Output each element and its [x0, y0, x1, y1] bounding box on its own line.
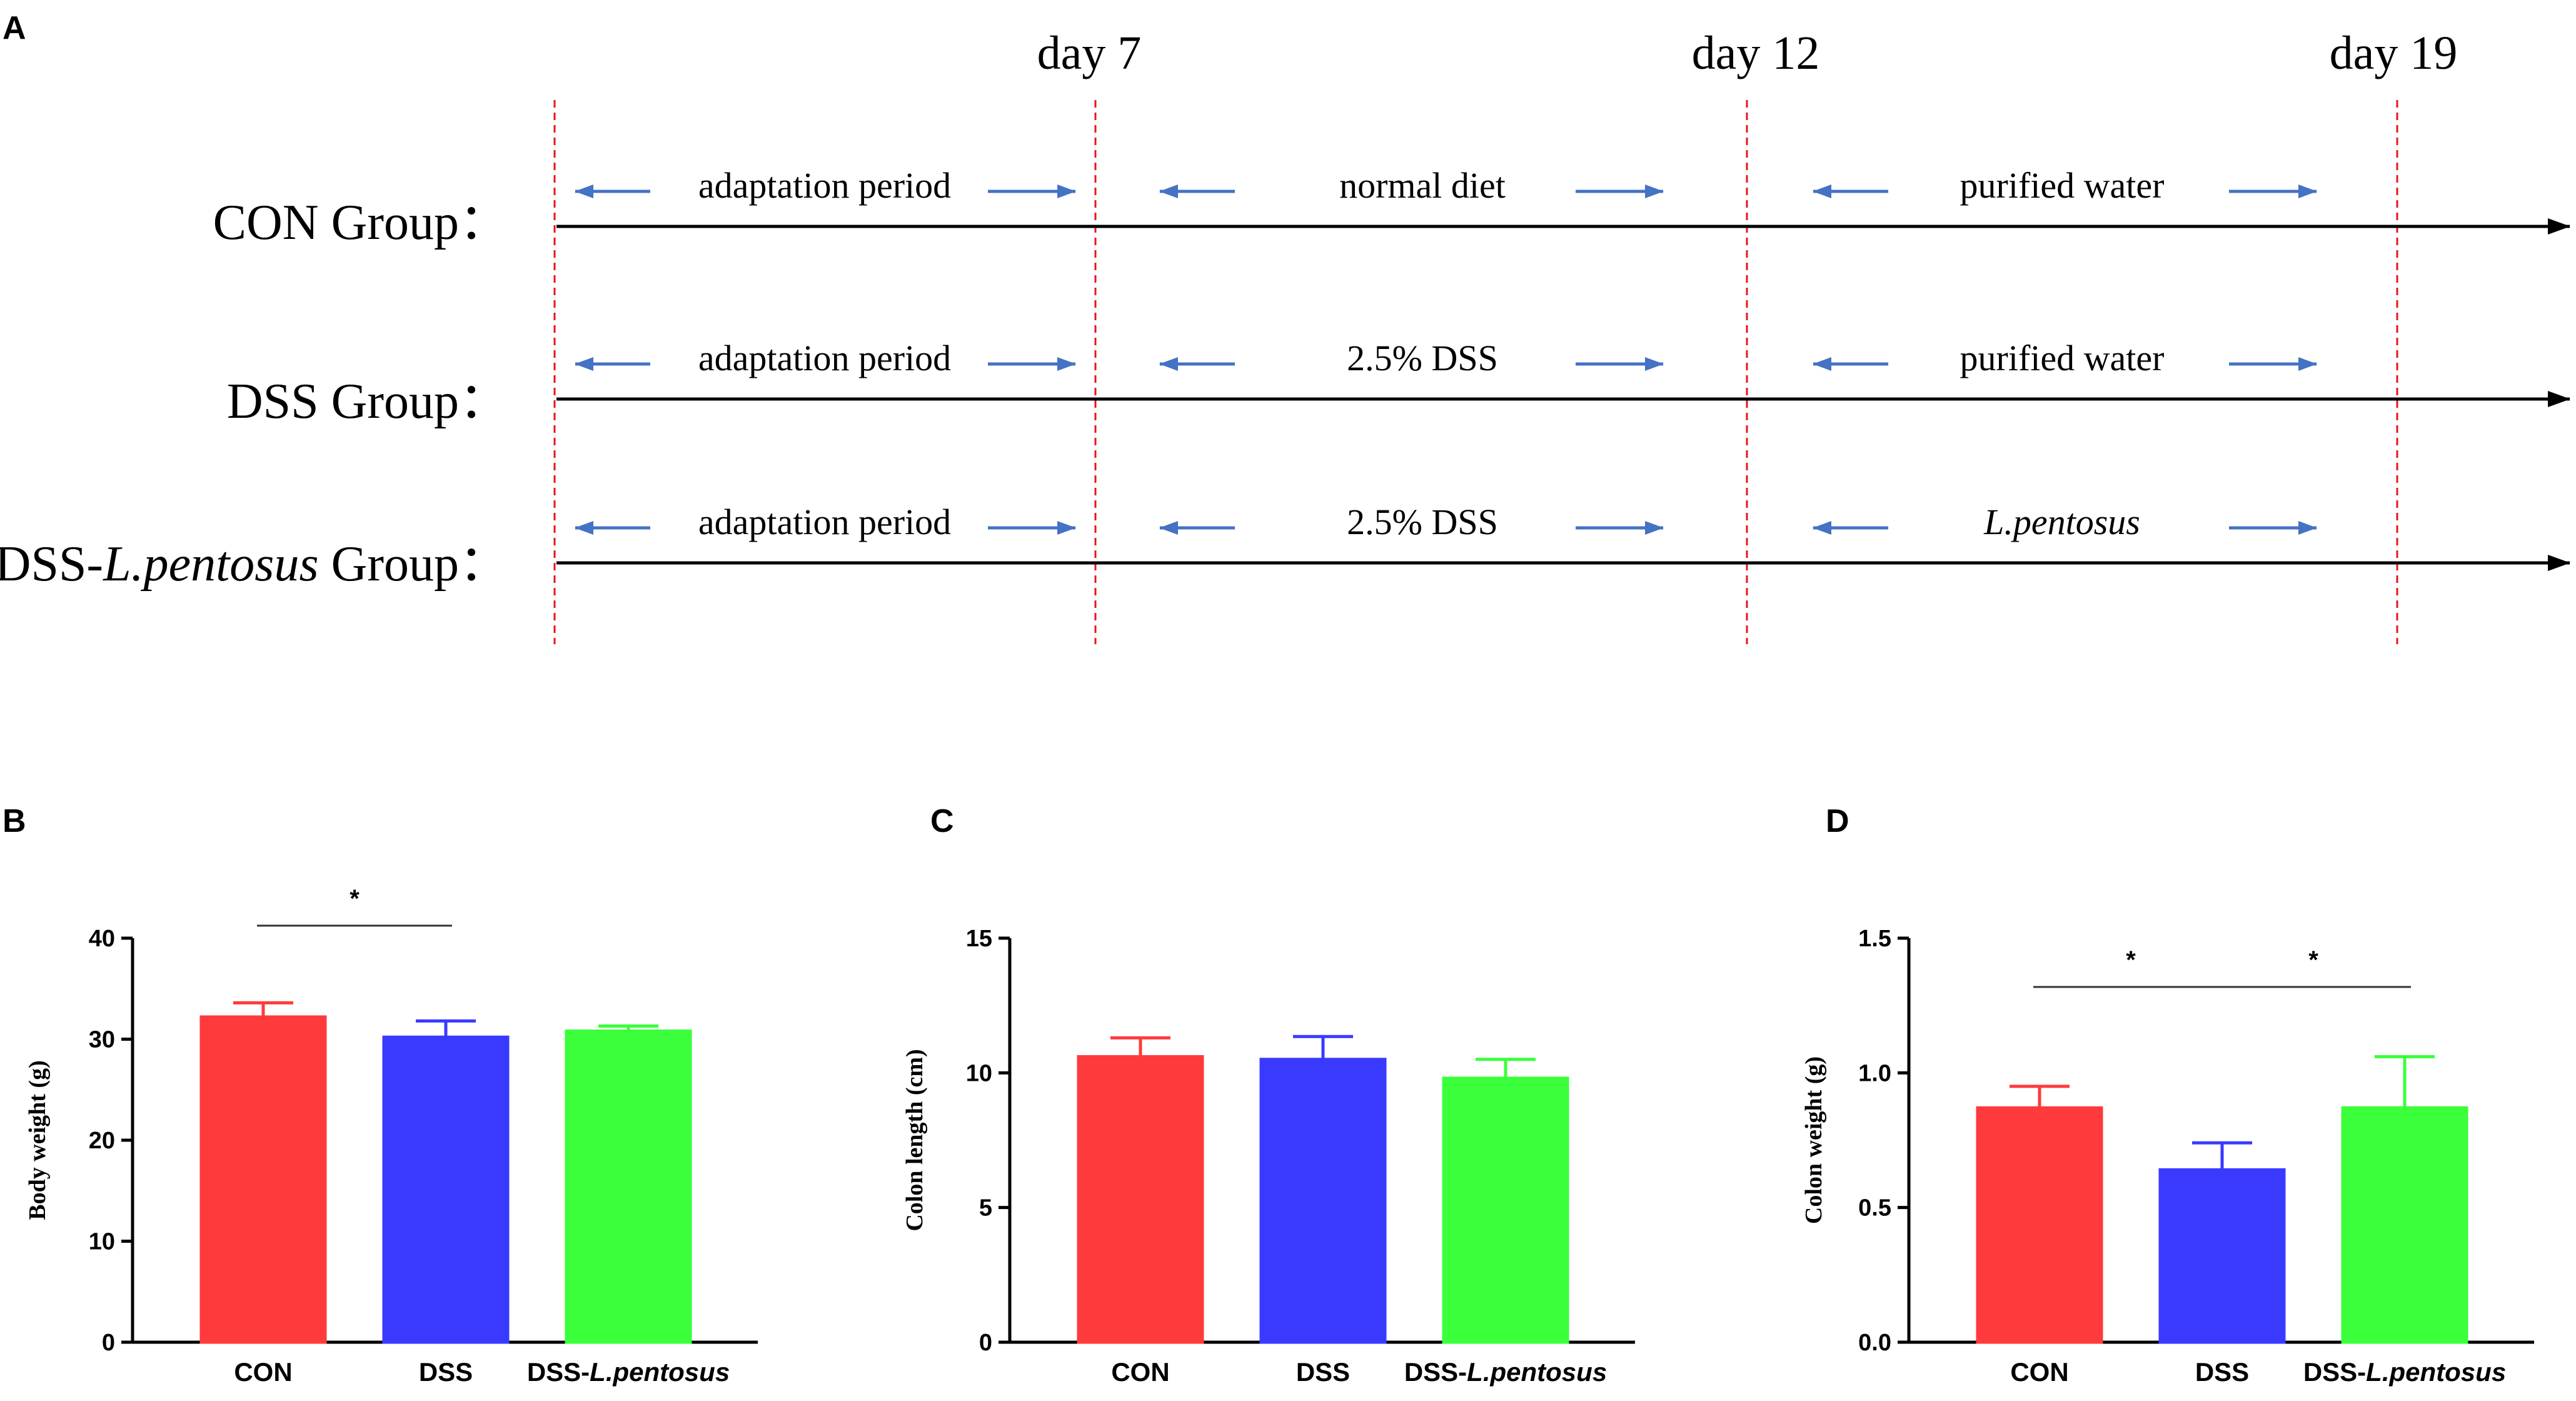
group-label-part: CON Group：	[213, 195, 509, 250]
category-label-3: DSS-L.pentosus	[2303, 1357, 2506, 1387]
bar-3	[1442, 1076, 1569, 1344]
bar-1	[199, 1015, 327, 1344]
bar-2	[2158, 1168, 2286, 1344]
panel-letter-a: A	[3, 10, 26, 46]
bar-1	[1077, 1055, 1204, 1344]
category-label-part: DSS-	[2303, 1357, 2366, 1387]
day-label-2: day 12	[1692, 27, 1820, 79]
category-label-1: CON	[2010, 1357, 2068, 1387]
panel-letter-b: B	[3, 803, 26, 839]
significance-star: *	[2308, 946, 2318, 974]
group-label-part: L.pentosus	[103, 537, 319, 592]
category-label-part: DSS	[1296, 1357, 1350, 1387]
category-label-1: CON	[1111, 1357, 1169, 1387]
category-label-2: DSS	[2195, 1357, 2249, 1387]
day-label-3: day 19	[2330, 27, 2458, 79]
y-tick-label: 10	[966, 1060, 992, 1086]
category-label-part: CON	[1111, 1357, 1169, 1387]
category-label-3: DSS-L.pentosus	[1404, 1357, 1607, 1387]
period-label: 2.5% DSS	[1347, 338, 1498, 378]
y-tick-label: 0	[979, 1330, 992, 1356]
period-label: 2.5% DSS	[1347, 502, 1498, 542]
group-label-part: DSS-	[0, 537, 103, 592]
category-label-3: DSS-L.pentosus	[527, 1357, 730, 1387]
category-label-part: DSS	[2195, 1357, 2249, 1387]
category-label-part: DSS-	[527, 1357, 590, 1387]
period-label: normal diet	[1339, 165, 1506, 206]
group-label-1: CON Group：	[213, 195, 509, 250]
category-label-part: L.pentosus	[590, 1357, 730, 1387]
panel-letter-d: D	[1826, 803, 1849, 839]
group-label-part: Group：	[319, 537, 509, 592]
period-label: L.pentosus	[1983, 502, 2140, 542]
y-tick-label: 30	[89, 1027, 115, 1053]
category-label-part: CON	[234, 1357, 292, 1387]
category-label-part: DSS-	[1404, 1357, 1467, 1387]
group-label-part: DSS Group：	[227, 374, 509, 429]
colon-length-chart: C 0 5 10 15 Colon length (cm) CON DSS DSS-L.pent…	[902, 803, 1635, 1387]
y-tick-label: 40	[89, 926, 115, 952]
category-label-part: DSS	[419, 1357, 473, 1387]
body-weight-chart: B 0 10 20 30 40 Body weight (g) CON DSS DSS-L.pen…	[3, 803, 758, 1387]
y-tick-label: 15	[966, 926, 992, 952]
category-label-2: DSS	[419, 1357, 473, 1387]
significance-star: *	[350, 885, 360, 913]
group-label-2: DSS Group：	[227, 374, 509, 429]
day-label-1: day 7	[1037, 27, 1142, 79]
category-label-part: L.pentosus	[2366, 1357, 2506, 1387]
category-label-1: CON	[234, 1357, 292, 1387]
bar-1	[1976, 1106, 2103, 1344]
y-tick-label: 1.0	[1858, 1060, 1891, 1086]
y-axis-label: Colon weight (g)	[1801, 1056, 1827, 1224]
bar-3	[565, 1029, 692, 1344]
y-tick-label: 0.5	[1858, 1195, 1891, 1221]
category-label-part: CON	[2010, 1357, 2068, 1387]
y-tick-label: 0	[102, 1330, 115, 1356]
colon-weight-chart: D 0.0 0.5 1.0 1.5 Colon weight (g) CON DSS DSS-L…	[1801, 803, 2534, 1387]
bar-2	[1259, 1058, 1387, 1344]
y-axis-label: Body weight (g)	[24, 1060, 51, 1220]
y-tick-label: 10	[89, 1229, 115, 1255]
y-tick-label: 20	[89, 1128, 115, 1154]
y-tick-label: 5	[979, 1195, 992, 1221]
period-label: adaptation period	[698, 338, 951, 378]
y-tick-label: 0.0	[1858, 1330, 1891, 1356]
y-tick-label: 1.5	[1858, 926, 1891, 952]
period-label: purified water	[1960, 338, 2165, 378]
period-label: adaptation period	[698, 165, 951, 206]
significance-star: *	[2126, 946, 2136, 974]
bar-3	[2341, 1106, 2468, 1344]
period-label: adaptation period	[698, 502, 951, 542]
category-label-2: DSS	[1296, 1357, 1350, 1387]
bar-2	[382, 1035, 510, 1344]
group-label-3: DSS-L.pentosus Group：	[0, 537, 509, 592]
y-axis-label: Colon length (cm)	[902, 1049, 928, 1231]
category-label-part: L.pentosus	[1467, 1357, 1607, 1387]
panel-letter-c: C	[930, 803, 954, 839]
period-label: purified water	[1960, 165, 2165, 206]
